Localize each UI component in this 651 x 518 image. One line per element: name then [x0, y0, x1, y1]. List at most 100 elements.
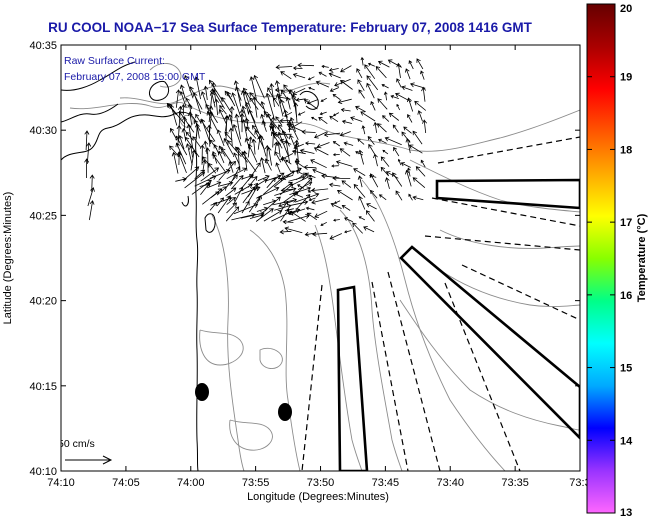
current-vector	[216, 186, 227, 196]
current-vector	[323, 132, 341, 138]
current-vector	[421, 86, 427, 102]
current-vector	[366, 82, 375, 99]
current-vector	[313, 147, 329, 156]
current-vector	[401, 131, 411, 143]
current-vector	[341, 119, 353, 124]
current-vector	[339, 131, 351, 137]
current-vector	[287, 214, 310, 223]
current-vector	[311, 198, 329, 205]
current-vector	[214, 98, 220, 116]
current-vector	[241, 151, 257, 172]
current-vector	[192, 136, 202, 148]
current-vector	[310, 159, 327, 169]
current-vector	[340, 107, 351, 113]
current-vector	[281, 130, 290, 147]
current-vector	[332, 141, 341, 147]
current-vector	[328, 72, 341, 79]
current-vector	[378, 138, 387, 144]
current-vector	[208, 162, 217, 174]
current-vector	[339, 148, 351, 157]
current-vector	[291, 149, 306, 155]
current-vector	[304, 141, 316, 146]
current-vector	[380, 166, 390, 177]
current-vector	[341, 180, 352, 188]
current-vector	[200, 91, 211, 116]
current-vector	[397, 158, 402, 166]
site-marker-2	[278, 403, 292, 421]
current-vector	[209, 201, 218, 211]
current-vector	[366, 203, 377, 210]
current-vector	[363, 226, 375, 233]
current-vector	[233, 80, 242, 107]
colorbar-tick-label: 14	[620, 435, 633, 447]
current-vector	[258, 134, 267, 157]
current-vector	[297, 184, 305, 189]
current-vector	[277, 94, 291, 100]
y-tick-label: 40:35	[29, 40, 57, 52]
current-vector	[271, 131, 283, 149]
current-vector	[216, 197, 224, 207]
current-vector	[344, 217, 353, 223]
current-vector	[344, 230, 352, 234]
current-vector	[221, 147, 233, 164]
current-vector	[395, 92, 412, 103]
current-vector	[263, 177, 283, 195]
current-vector	[405, 169, 412, 187]
current-vector	[273, 131, 292, 137]
zone-outlines	[336, 178, 580, 471]
current-vector	[184, 172, 206, 189]
current-vector	[280, 187, 294, 193]
current-vector	[308, 197, 316, 202]
current-vector	[259, 157, 266, 174]
zone-outline-east	[435, 178, 580, 210]
current-vector	[194, 122, 200, 139]
current-vector	[248, 109, 260, 134]
current-vector	[373, 153, 378, 167]
current-vector	[422, 119, 428, 134]
current-vector	[227, 140, 242, 158]
current-vector	[355, 151, 363, 156]
current-vector	[190, 149, 197, 171]
zone-outline-south	[336, 285, 369, 471]
current-vector	[187, 111, 193, 125]
y-tick-label: 40:30	[29, 125, 57, 137]
current-vector	[224, 114, 230, 141]
current-vector	[251, 138, 257, 155]
current-vector	[231, 92, 241, 117]
current-vector	[185, 143, 193, 166]
current-vector	[320, 97, 327, 102]
current-vector	[203, 85, 209, 101]
current-vector	[382, 149, 389, 155]
current-vector	[181, 103, 186, 115]
current-vector	[200, 167, 220, 182]
current-vector	[213, 144, 220, 155]
current-vector	[289, 134, 296, 149]
radar-radials	[301, 136, 580, 471]
current-vector	[319, 111, 327, 116]
current-vector	[195, 113, 202, 124]
colorbar-tick-label: 15	[620, 363, 632, 375]
current-vector	[240, 173, 254, 189]
current-vector	[380, 156, 390, 167]
current-vector	[225, 187, 237, 197]
current-vector	[401, 85, 413, 91]
page-title: RU COOL NOAA−17 Sea Surface Temperature:…	[48, 20, 532, 35]
current-vector	[292, 88, 306, 96]
current-vector	[271, 124, 277, 148]
map-content: 50 cm/s Raw Surface Current: February 07…	[61, 55, 580, 471]
x-tick-label: 74:10	[47, 477, 75, 489]
current-vector	[332, 153, 340, 157]
current-vector	[360, 56, 365, 66]
current-vector	[201, 159, 207, 172]
x-tick-label: 74:00	[177, 477, 205, 489]
current-vector	[245, 126, 257, 139]
colorbar-label: Temperature (°C)	[636, 213, 648, 302]
current-vector	[186, 123, 194, 148]
current-vector	[279, 138, 292, 145]
current-vector	[358, 216, 365, 221]
current-vector	[382, 115, 390, 122]
current-vector	[299, 148, 315, 154]
current-vector	[290, 211, 306, 222]
current-vector	[212, 154, 227, 174]
current-vector	[392, 124, 399, 133]
